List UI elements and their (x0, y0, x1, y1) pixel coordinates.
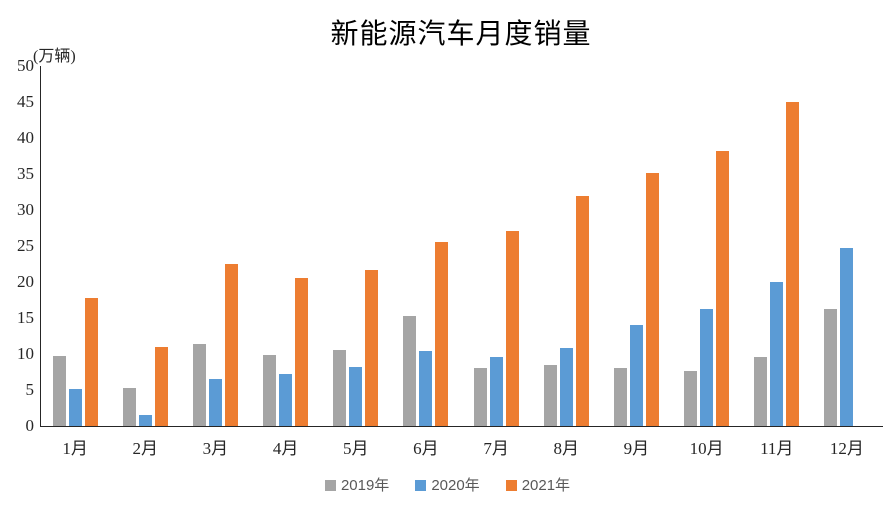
bar-2021年-1月 (84, 297, 98, 426)
x-axis-label-6月: 6月 (413, 439, 439, 458)
bar-2020年-3月 (208, 379, 222, 426)
x-axis-label-9月: 9月 (623, 439, 650, 458)
bar-2021年-8月 (575, 195, 589, 426)
y-axis-tick-label: 5 (25, 380, 35, 399)
bar-2020年-10月 (700, 309, 714, 426)
plot-area (40, 66, 883, 427)
bar-2019年-11月 (754, 356, 768, 426)
bar-2020年-1月 (68, 389, 82, 426)
y-axis-tick-label: 35 (17, 164, 34, 183)
bar-2020年-12月 (840, 248, 854, 426)
bar-2021年-7月 (505, 230, 519, 426)
bar-2021年-5月 (365, 269, 379, 426)
bar-2021年-10月 (716, 150, 730, 426)
bar-2019年-10月 (684, 370, 698, 426)
bar-2020年-9月 (629, 325, 643, 426)
bar-2019年-4月 (263, 355, 277, 426)
bar-2019年-5月 (333, 349, 347, 426)
bar-2019年-7月 (473, 367, 487, 426)
y-axis-tick-label: 25 (17, 236, 34, 255)
x-axis-label-3月: 3月 (202, 439, 229, 458)
bar-2020年-4月 (279, 374, 293, 426)
bar-2020年-8月 (559, 348, 573, 426)
y-axis-unit-label: (万辆) (33, 48, 76, 65)
bar-2021年-4月 (295, 277, 309, 426)
bar-2019年-6月 (403, 315, 417, 426)
bar-2021年-2月 (154, 346, 168, 426)
bar-2019年-3月 (192, 343, 206, 426)
legend-swatch-icon (415, 480, 427, 491)
legend-item-2020年: 2020年 (415, 476, 480, 495)
x-axis-label-10月: 10月 (689, 439, 724, 458)
x-axis-label-8月: 8月 (553, 439, 580, 458)
bar-2019年-2月 (122, 387, 136, 426)
x-axis-label-4月: 4月 (272, 439, 299, 458)
bar-2021年-11月 (786, 102, 800, 426)
bar-2020年-7月 (489, 356, 503, 426)
bar-2019年-1月 (52, 356, 66, 426)
legend-label: 2020年 (431, 477, 480, 494)
x-axis-label-1月: 1月 (62, 439, 88, 458)
x-axis-label-7月: 7月 (483, 439, 509, 458)
legend: 2019年 2020年 2021年 (0, 476, 895, 495)
legend-swatch-icon (505, 480, 517, 491)
bar-2019年-8月 (543, 364, 557, 426)
legend-item-2019年: 2019年 (324, 476, 390, 495)
bar-2019年-9月 (613, 367, 627, 426)
y-axis-tick-label: 45 (17, 92, 34, 111)
x-axis-label-11月: 11月 (760, 439, 794, 458)
bar-2020年-5月 (349, 366, 363, 426)
bar-2021年-9月 (645, 172, 659, 426)
legend-label: 2019年 (340, 477, 390, 494)
bar-2020年-6月 (419, 351, 433, 426)
bar-2020年-11月 (770, 282, 784, 426)
y-axis-tick-label: 15 (17, 308, 34, 327)
bar-2021年-6月 (435, 241, 449, 426)
y-axis-tick-label: 30 (17, 200, 34, 219)
x-axis-label-12月: 12月 (829, 439, 864, 458)
legend-swatch-icon (324, 480, 336, 491)
y-axis-tick-label: 40 (17, 128, 34, 147)
bar-2020年-2月 (138, 415, 152, 426)
bar-2021年-3月 (224, 264, 238, 426)
x-axis-label-5月: 5月 (343, 439, 369, 458)
y-axis-tick-label: 10 (17, 344, 34, 363)
legend-label: 2021年 (521, 477, 571, 494)
y-axis-tick-label: 20 (17, 272, 34, 291)
x-axis-label-2月: 2月 (132, 439, 159, 458)
bar-2019年-12月 (824, 308, 838, 426)
y-axis-tick-label: 0 (25, 416, 35, 435)
y-axis-tick-label: 50 (17, 56, 34, 75)
chart-title: 新能源汽车月度销量 (330, 19, 592, 50)
legend-item-2021年: 2021年 (505, 476, 571, 495)
